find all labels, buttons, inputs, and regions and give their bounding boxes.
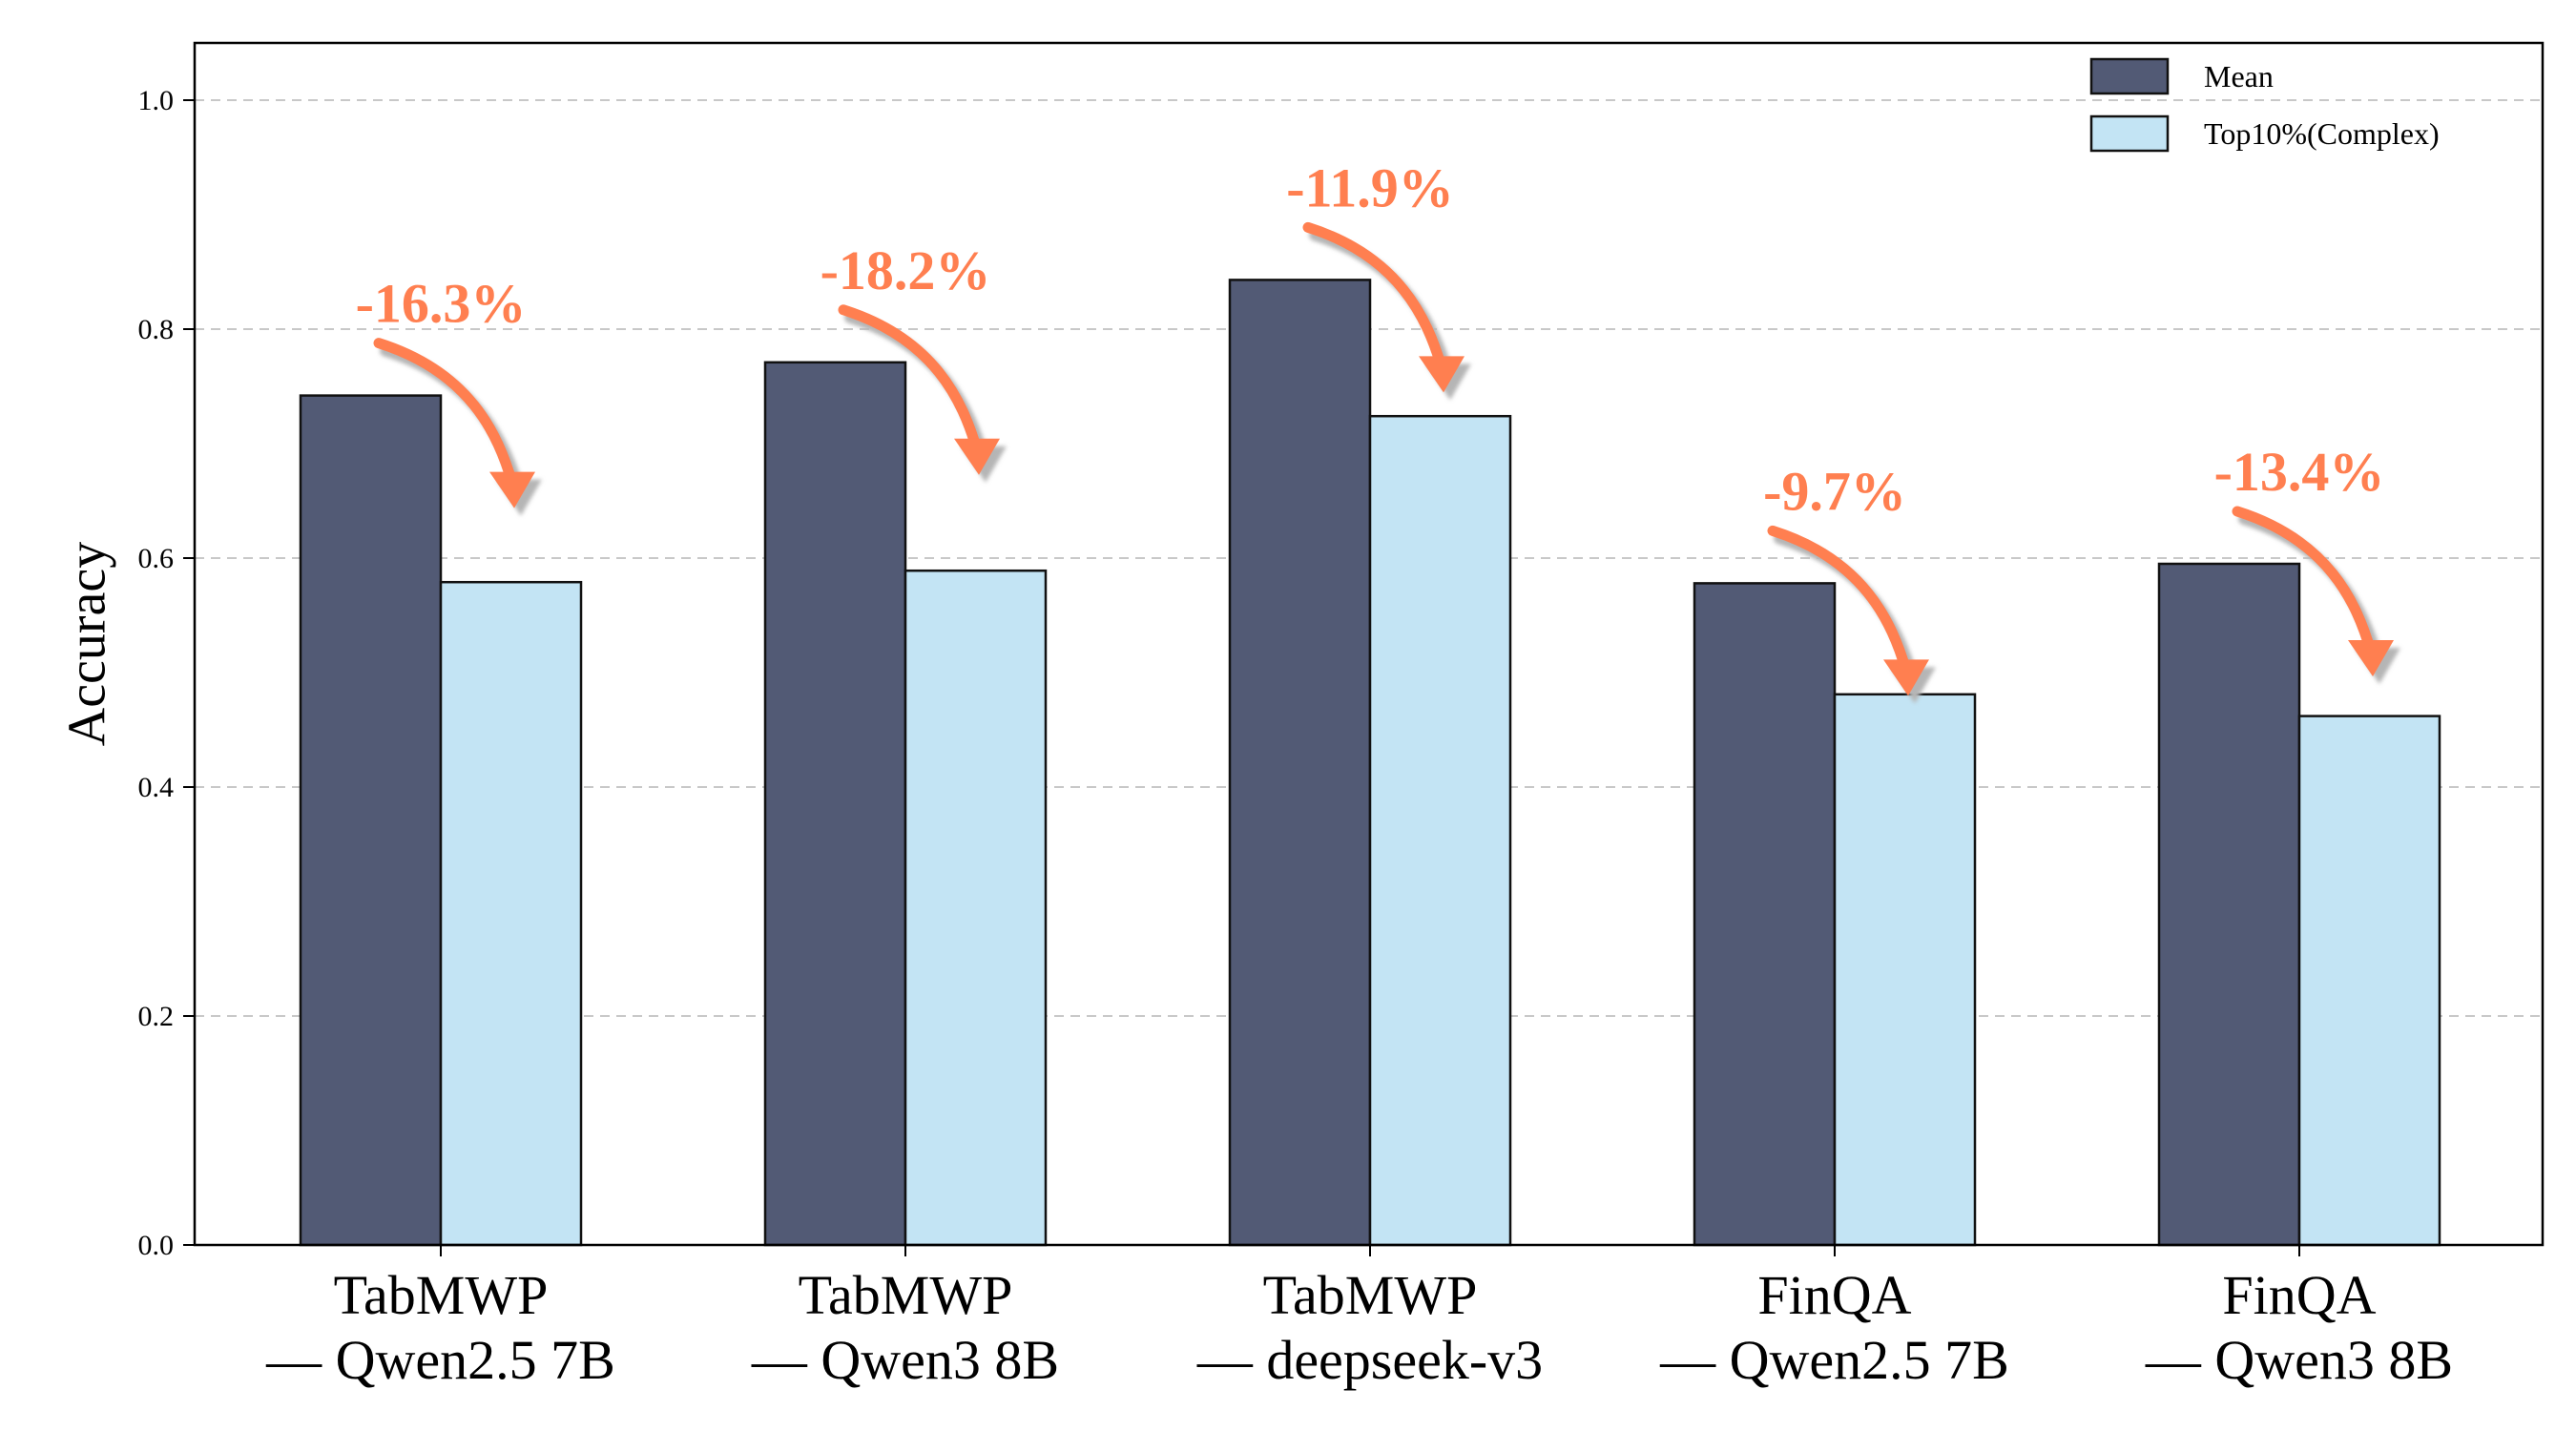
x-tick-label-dataset: TabMWP [799,1264,1013,1326]
drop-percent-label: -13.4% [2214,441,2385,503]
x-tick-label-dataset: FinQA [1757,1264,1911,1326]
drop-arrow-shaft [1767,525,1912,676]
legend-label: Mean [2204,59,2274,93]
bar-mean [299,394,443,1247]
legend: Mean Top10%(Complex) [2089,57,2440,153]
x-tick-label-model: — Qwen2.5 7B [265,1329,615,1391]
drop-arrow: -9.7% [1763,460,1936,704]
x-tick-label-model: — deepseek-v3 [1196,1329,1543,1391]
bar-top10 [1833,693,1977,1247]
bar-top10 [2297,715,2441,1247]
y-tick-label: 0.2 [138,1001,175,1032]
drop-percent-label: -9.7% [1763,460,1906,522]
y-tick-label: 1.0 [138,85,175,116]
drop-arrow-shaft [1302,221,1447,373]
x-tick-label-dataset: TabMWP [334,1264,549,1326]
drop-annotations: -16.3% -18.2% -11.9% -9.7% -13.4% [356,156,2400,704]
drop-arrowhead [1419,356,1465,393]
y-tick-label: 0.8 [138,314,175,345]
drop-arrow-shaft [373,338,518,489]
x-tick-label-model: — Qwen3 8B [2145,1329,2453,1391]
bar-top10 [1368,414,1512,1247]
y-tick-label: 0.4 [138,772,175,803]
legend-swatch [2089,114,2170,153]
y-tick-label: 0.6 [138,543,175,574]
bar-mean [2157,562,2301,1247]
x-tick-label-model: — Qwen3 8B [751,1329,1059,1391]
legend-swatch [2089,57,2170,95]
drop-arrow-shaft [838,304,983,456]
drop-arrow: -18.2% [821,239,1007,483]
y-axis-label: Accuracy [58,542,117,747]
drop-arrowhead [954,438,1000,475]
x-tick-label-model: — Qwen2.5 7B [1659,1329,2009,1391]
bar-mean [1228,279,1372,1247]
y-axis-ticks: 0.0 0.2 0.4 0.6 0.8 1.0 [138,85,195,1261]
bar-mean [763,361,907,1247]
drop-arrowhead [2348,640,2394,676]
drop-arrow: -16.3% [356,273,542,516]
bar-top10 [904,569,1048,1247]
drop-percent-label: -11.9% [1286,156,1454,218]
x-tick-label-dataset: TabMWP [1263,1264,1478,1326]
x-tick-label-dataset: FinQA [2222,1264,2376,1326]
drop-percent-label: -16.3% [356,273,527,335]
legend-label: Top10%(Complex) [2204,116,2440,151]
y-tick-label: 0.0 [138,1230,175,1261]
plot-frame [193,41,2545,1247]
drop-arrow: -11.9% [1286,156,1471,401]
drop-arrow: -13.4% [2214,441,2400,684]
bar-mean [1693,582,1837,1247]
bars [299,279,2441,1247]
drop-arrow-shaft [2232,506,2377,657]
drop-arrowhead [489,471,535,508]
bar-top10 [439,580,583,1247]
drop-percent-label: -18.2% [821,239,991,301]
drop-arrowhead [1883,659,1929,696]
